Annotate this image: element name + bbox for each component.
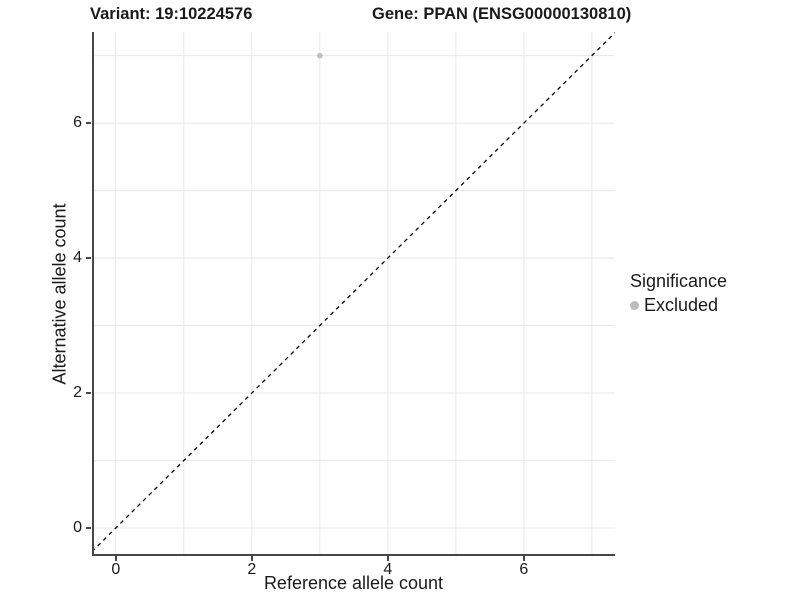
x-tick [386,556,389,561]
data-point [317,52,323,59]
y-tick-label: 2 [73,384,82,402]
legend: Significance Excluded [630,271,727,316]
y-tick [86,122,91,125]
legend-dot-icon [630,301,639,310]
plot-panel [92,32,615,556]
x-tick [114,556,117,561]
x-axis-title: Reference allele count [263,573,444,593]
y-tick-label: 4 [73,249,82,267]
y-tick [86,257,91,260]
plot-title-variant: Variant: 19:10224576 [90,5,253,23]
y-tick-label: 6 [73,114,82,132]
y-tick [86,527,91,529]
legend-item-label: Excluded [644,295,719,315]
x-tick [522,556,525,561]
x-tick-label: 0 [111,561,121,578]
y-tick-label: 0 [73,519,82,536]
x-tick-label: 2 [247,561,257,578]
plot-title-gene: Gene: PPAN (ENSG00000130810) [372,5,632,23]
x-tick-label: 4 [383,561,393,578]
x-tick [250,556,253,561]
y-tick [86,392,91,395]
legend-title: Significance [630,271,728,291]
x-tick-label: 6 [519,561,529,578]
y-axis-title: Alternative allele count [49,203,70,385]
legend-item: Excluded [630,295,727,316]
diagonal-reference-line [92,32,615,553]
